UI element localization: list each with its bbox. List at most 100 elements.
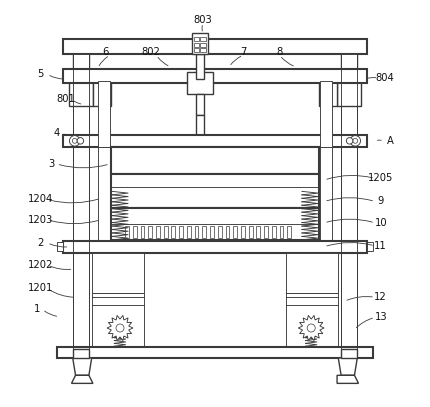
Circle shape bbox=[72, 138, 77, 143]
Bar bbox=[111, 147, 319, 174]
Circle shape bbox=[307, 324, 315, 332]
Bar bbox=[341, 54, 357, 79]
Bar bbox=[63, 135, 367, 147]
Text: 11: 11 bbox=[375, 241, 387, 251]
Text: 4: 4 bbox=[53, 128, 60, 138]
Bar bbox=[200, 37, 206, 42]
Bar bbox=[287, 226, 291, 238]
Text: 3: 3 bbox=[48, 159, 55, 169]
Circle shape bbox=[353, 138, 358, 143]
Text: 6: 6 bbox=[103, 47, 109, 57]
Bar bbox=[63, 39, 367, 54]
Bar bbox=[194, 43, 199, 47]
Bar bbox=[179, 226, 183, 238]
Bar bbox=[256, 226, 260, 238]
Text: A: A bbox=[387, 136, 394, 146]
Bar bbox=[264, 226, 268, 238]
Bar bbox=[196, 54, 205, 79]
Circle shape bbox=[347, 138, 353, 144]
Text: 1: 1 bbox=[34, 304, 40, 314]
Bar bbox=[98, 147, 110, 248]
Polygon shape bbox=[73, 358, 92, 375]
Circle shape bbox=[116, 324, 124, 332]
Bar bbox=[141, 226, 144, 238]
Circle shape bbox=[70, 136, 80, 146]
Text: 13: 13 bbox=[375, 313, 387, 322]
Bar bbox=[200, 43, 206, 47]
Bar bbox=[286, 253, 338, 293]
Bar bbox=[241, 226, 245, 238]
Bar bbox=[133, 226, 137, 238]
Text: 8: 8 bbox=[276, 47, 283, 57]
Text: 12: 12 bbox=[375, 292, 387, 302]
Bar bbox=[56, 347, 374, 358]
Polygon shape bbox=[337, 375, 359, 383]
Bar bbox=[249, 226, 252, 238]
Bar bbox=[225, 226, 229, 238]
Bar bbox=[218, 226, 221, 238]
Bar bbox=[280, 226, 283, 238]
Text: 803: 803 bbox=[194, 15, 212, 24]
Text: 7: 7 bbox=[240, 47, 246, 57]
Bar bbox=[337, 79, 360, 106]
Bar bbox=[172, 226, 175, 238]
Polygon shape bbox=[298, 315, 324, 341]
Bar bbox=[341, 54, 357, 349]
Bar bbox=[56, 242, 63, 251]
Polygon shape bbox=[71, 375, 93, 383]
Bar bbox=[341, 349, 357, 358]
Bar bbox=[104, 253, 116, 349]
Text: 1204: 1204 bbox=[28, 195, 53, 204]
Text: 2: 2 bbox=[37, 238, 43, 248]
Bar bbox=[63, 241, 367, 253]
Bar bbox=[156, 226, 160, 238]
Text: 804: 804 bbox=[375, 73, 394, 83]
Bar bbox=[314, 253, 326, 349]
Bar bbox=[164, 226, 168, 238]
Text: 1203: 1203 bbox=[28, 214, 53, 225]
Text: 9: 9 bbox=[378, 197, 384, 206]
Bar bbox=[111, 208, 319, 240]
Bar bbox=[233, 226, 237, 238]
Bar bbox=[187, 226, 191, 238]
Bar bbox=[196, 115, 205, 136]
Bar bbox=[319, 79, 337, 106]
Text: 10: 10 bbox=[375, 218, 387, 228]
Text: 801: 801 bbox=[56, 94, 75, 104]
Bar bbox=[194, 48, 199, 52]
Bar bbox=[210, 226, 214, 238]
Polygon shape bbox=[338, 358, 357, 375]
Bar bbox=[73, 349, 89, 358]
Bar bbox=[203, 226, 206, 238]
Bar bbox=[272, 226, 276, 238]
Text: 1205: 1205 bbox=[368, 173, 393, 184]
Bar bbox=[187, 72, 213, 94]
Bar bbox=[93, 79, 111, 106]
Bar bbox=[126, 174, 304, 187]
Bar bbox=[200, 48, 206, 52]
Bar bbox=[194, 37, 199, 42]
Bar bbox=[367, 242, 374, 251]
Bar bbox=[73, 54, 89, 349]
Bar bbox=[111, 174, 319, 208]
Text: 1201: 1201 bbox=[28, 283, 53, 293]
Circle shape bbox=[77, 138, 83, 144]
Text: 802: 802 bbox=[141, 47, 160, 57]
Bar bbox=[73, 54, 89, 79]
Bar bbox=[196, 94, 205, 115]
Text: 1202: 1202 bbox=[28, 260, 53, 270]
Bar bbox=[286, 293, 338, 349]
Bar bbox=[92, 293, 144, 349]
Bar bbox=[192, 33, 208, 54]
Bar bbox=[70, 79, 93, 106]
Bar bbox=[320, 81, 332, 147]
Bar bbox=[92, 253, 144, 293]
Bar bbox=[63, 69, 367, 83]
Bar bbox=[98, 81, 110, 147]
Bar bbox=[320, 147, 332, 248]
Bar bbox=[125, 226, 129, 238]
Bar bbox=[195, 226, 199, 238]
Text: 5: 5 bbox=[37, 69, 43, 79]
Bar bbox=[148, 226, 152, 238]
Polygon shape bbox=[107, 315, 133, 341]
